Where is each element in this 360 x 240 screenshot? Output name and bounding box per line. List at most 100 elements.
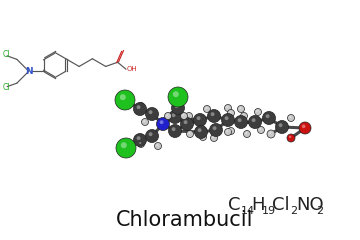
Circle shape — [138, 102, 144, 109]
Circle shape — [172, 113, 176, 117]
Circle shape — [252, 118, 256, 122]
Text: Chlorambucil: Chlorambucil — [116, 210, 254, 230]
Circle shape — [185, 113, 193, 120]
Circle shape — [175, 104, 179, 108]
Circle shape — [225, 116, 229, 120]
Circle shape — [243, 131, 251, 138]
Circle shape — [238, 118, 242, 122]
Circle shape — [156, 144, 158, 146]
Circle shape — [187, 114, 189, 116]
Circle shape — [197, 116, 201, 120]
Circle shape — [171, 102, 185, 114]
Text: 14: 14 — [241, 206, 255, 216]
Circle shape — [145, 108, 158, 120]
Circle shape — [168, 87, 188, 107]
Circle shape — [205, 107, 207, 109]
Circle shape — [257, 126, 265, 133]
Circle shape — [154, 143, 162, 150]
Circle shape — [165, 113, 171, 120]
Circle shape — [199, 133, 207, 140]
Circle shape — [168, 110, 181, 124]
Circle shape — [194, 114, 207, 126]
Text: Cl: Cl — [2, 83, 10, 92]
Text: C: C — [228, 196, 240, 214]
Circle shape — [186, 131, 194, 138]
Circle shape — [225, 128, 231, 136]
Circle shape — [212, 136, 214, 138]
Circle shape — [138, 140, 144, 148]
Circle shape — [229, 129, 231, 131]
Circle shape — [182, 114, 184, 116]
Circle shape — [180, 113, 188, 120]
Circle shape — [207, 109, 220, 122]
Circle shape — [141, 119, 149, 126]
Circle shape — [240, 113, 248, 120]
Circle shape — [269, 132, 271, 134]
Circle shape — [168, 125, 181, 138]
Circle shape — [145, 130, 158, 143]
Circle shape — [256, 110, 258, 112]
Circle shape — [228, 109, 234, 116]
Circle shape — [201, 135, 203, 137]
Circle shape — [198, 128, 202, 132]
Circle shape — [234, 115, 248, 128]
Circle shape — [137, 136, 140, 140]
Circle shape — [194, 126, 207, 138]
Text: 2: 2 — [290, 206, 297, 216]
Circle shape — [116, 138, 136, 158]
Circle shape — [184, 120, 188, 124]
Circle shape — [115, 90, 135, 110]
Text: Cl: Cl — [2, 50, 10, 59]
Circle shape — [279, 123, 283, 127]
Circle shape — [287, 134, 295, 142]
Circle shape — [275, 120, 288, 133]
Circle shape — [302, 125, 306, 128]
Circle shape — [226, 106, 228, 108]
Circle shape — [245, 132, 247, 134]
Text: OH: OH — [127, 66, 138, 72]
Text: 2: 2 — [316, 206, 323, 216]
Circle shape — [229, 111, 231, 113]
Circle shape — [157, 118, 170, 131]
Circle shape — [137, 105, 140, 109]
Text: H: H — [251, 196, 265, 214]
Circle shape — [211, 134, 217, 142]
Circle shape — [221, 114, 234, 126]
Circle shape — [289, 116, 291, 118]
Text: N: N — [25, 67, 33, 76]
Circle shape — [210, 124, 222, 137]
Circle shape — [211, 112, 215, 116]
Circle shape — [149, 132, 153, 136]
Circle shape — [248, 115, 261, 128]
Circle shape — [228, 127, 234, 134]
Circle shape — [203, 106, 211, 113]
Circle shape — [120, 94, 126, 100]
Circle shape — [259, 128, 261, 130]
Circle shape — [149, 110, 153, 114]
Circle shape — [139, 142, 141, 144]
Circle shape — [226, 130, 228, 132]
Circle shape — [299, 122, 311, 134]
Circle shape — [239, 107, 241, 109]
Text: 19: 19 — [262, 206, 276, 216]
Circle shape — [188, 132, 190, 134]
Circle shape — [225, 104, 231, 112]
Circle shape — [288, 114, 294, 121]
Text: Cl: Cl — [272, 196, 290, 214]
Circle shape — [242, 114, 244, 116]
Circle shape — [143, 120, 145, 122]
Circle shape — [289, 136, 291, 138]
Text: NO: NO — [296, 196, 324, 214]
Circle shape — [238, 106, 244, 113]
Circle shape — [166, 114, 168, 116]
Circle shape — [262, 112, 275, 125]
Circle shape — [121, 142, 127, 148]
Circle shape — [255, 108, 261, 115]
Circle shape — [134, 133, 147, 146]
Circle shape — [213, 126, 216, 130]
Circle shape — [173, 91, 179, 97]
Circle shape — [139, 104, 141, 106]
Circle shape — [180, 118, 194, 131]
Circle shape — [267, 130, 275, 138]
Circle shape — [266, 114, 270, 118]
